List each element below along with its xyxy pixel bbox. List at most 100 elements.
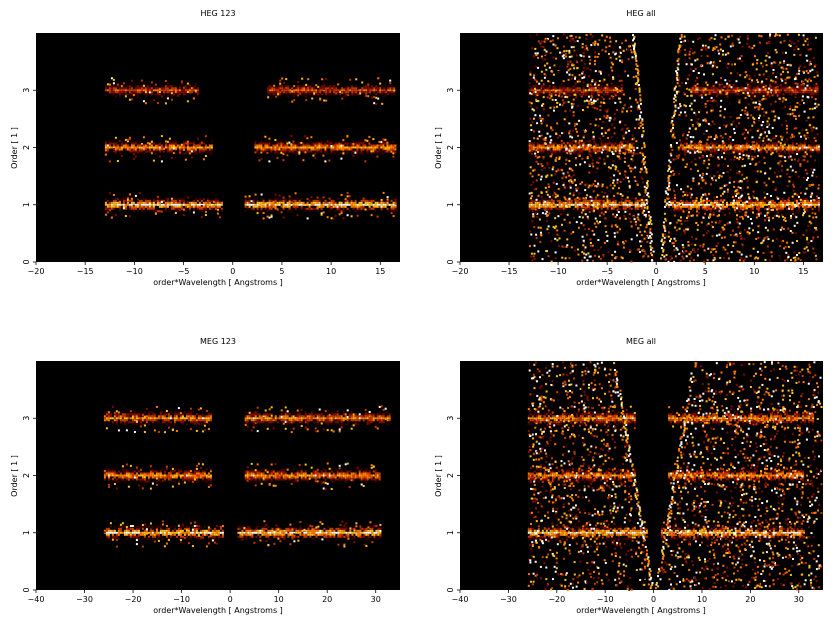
heatmap-cell [727,146,730,149]
heatmap-cell [628,152,631,155]
heatmap-cell [685,82,687,85]
heatmap-cell [272,201,275,204]
heatmap-cell [272,205,275,208]
heatmap-cell [708,38,711,41]
heatmap-cell [270,207,273,210]
heatmap-cell [304,144,307,147]
heatmap-cell [572,144,575,147]
heatmap-cell [624,140,627,143]
heatmap-cell [304,151,307,154]
heatmap-cell [756,89,759,92]
heatmap-cell [142,136,145,139]
heatmap-cell [730,91,733,94]
heatmap-cell [214,197,217,200]
heatmap-cell [114,91,117,94]
heatmap-cell [586,140,589,143]
heatmap-cell [818,203,820,206]
heatmap-cell [284,203,287,206]
heatmap-cell [180,91,183,94]
heatmap-cell [381,89,384,92]
heatmap-cell [584,146,587,149]
heatmap-cell [394,146,397,149]
heatmap-cell [276,142,279,145]
heatmap-cell [216,209,219,212]
heatmap-cell [330,146,333,149]
heatmap-cell [747,146,750,149]
heatmap-cell [118,85,121,88]
heatmap-cell [558,91,561,94]
heatmap-cell [285,89,288,92]
heatmap-cell [326,140,329,143]
heatmap-cell [783,146,786,149]
heatmap-cell [172,93,175,96]
heatmap-cell [815,146,818,149]
heatmap-cell [710,96,713,99]
heatmap-cell [716,205,718,208]
heatmap-cell [692,206,694,209]
heatmap-cell [287,87,290,90]
heatmap-cell [188,209,191,212]
heatmap-cell [112,82,115,85]
heatmap-cell [734,209,736,212]
heatmap-cell [641,147,643,150]
heatmap-cell [371,95,374,98]
heatmap-cell [556,146,559,149]
heatmap-cell [765,135,768,138]
heatmap-cell [602,89,605,92]
heatmap-cell [158,203,161,206]
heatmap-cell [584,207,587,210]
heatmap-cell [584,152,587,155]
heatmap-cell [788,93,791,96]
heatmap-cell [160,146,163,149]
heatmap-cell [604,225,607,228]
heatmap-cell [680,205,682,208]
heatmap-cell [381,95,384,98]
heatmap-cell [782,205,784,208]
heatmap-cell [346,191,349,194]
heatmap-cell [104,197,107,200]
heatmap-cell [286,154,289,157]
heatmap-cell [346,134,349,137]
heatmap-cell [358,144,361,147]
heatmap-cell [562,209,565,212]
heatmap-cell [602,205,605,208]
heatmap-cell [725,148,728,151]
heatmap-cell [342,144,345,147]
heatmap-cell [791,148,794,151]
heatmap-cell [558,199,561,202]
heatmap-cell [794,259,797,262]
heatmap-cell [392,150,395,153]
heatmap-cell [733,234,736,237]
heatmap-cell [156,203,159,206]
heatmap-cell [544,37,547,40]
heatmap-cell [788,196,790,199]
heatmap-cell [582,146,585,149]
heatmap-cell [790,214,792,217]
heatmap-cell [353,93,356,96]
heatmap-cell [726,171,729,173]
heatmap-cell [290,148,293,151]
heatmap-cell [270,203,273,206]
heatmap-cell [388,144,391,147]
heatmap-cell [304,135,307,138]
heatmap-cell [583,248,586,251]
heatmap-cell [686,78,689,81]
heatmap-cell [711,106,714,109]
heatmap-cell [373,91,376,94]
heatmap-cell [729,152,732,155]
heatmap-cell [260,151,263,154]
heatmap-cell [528,85,531,88]
heatmap-cell [324,144,327,147]
heatmap-cell [313,85,316,88]
heatmap-cell [375,89,378,92]
heatmap-cell [770,65,773,68]
heatmap-cell [736,197,738,200]
heatmap-cell [334,146,337,149]
heatmap-cell [384,147,387,150]
heatmap-cell [320,143,323,146]
heatmap-cell [633,152,636,155]
heatmap-cell [739,232,742,235]
heatmap-cell [730,93,733,96]
heatmap-cell [532,207,535,210]
heatmap-cell [542,105,545,108]
